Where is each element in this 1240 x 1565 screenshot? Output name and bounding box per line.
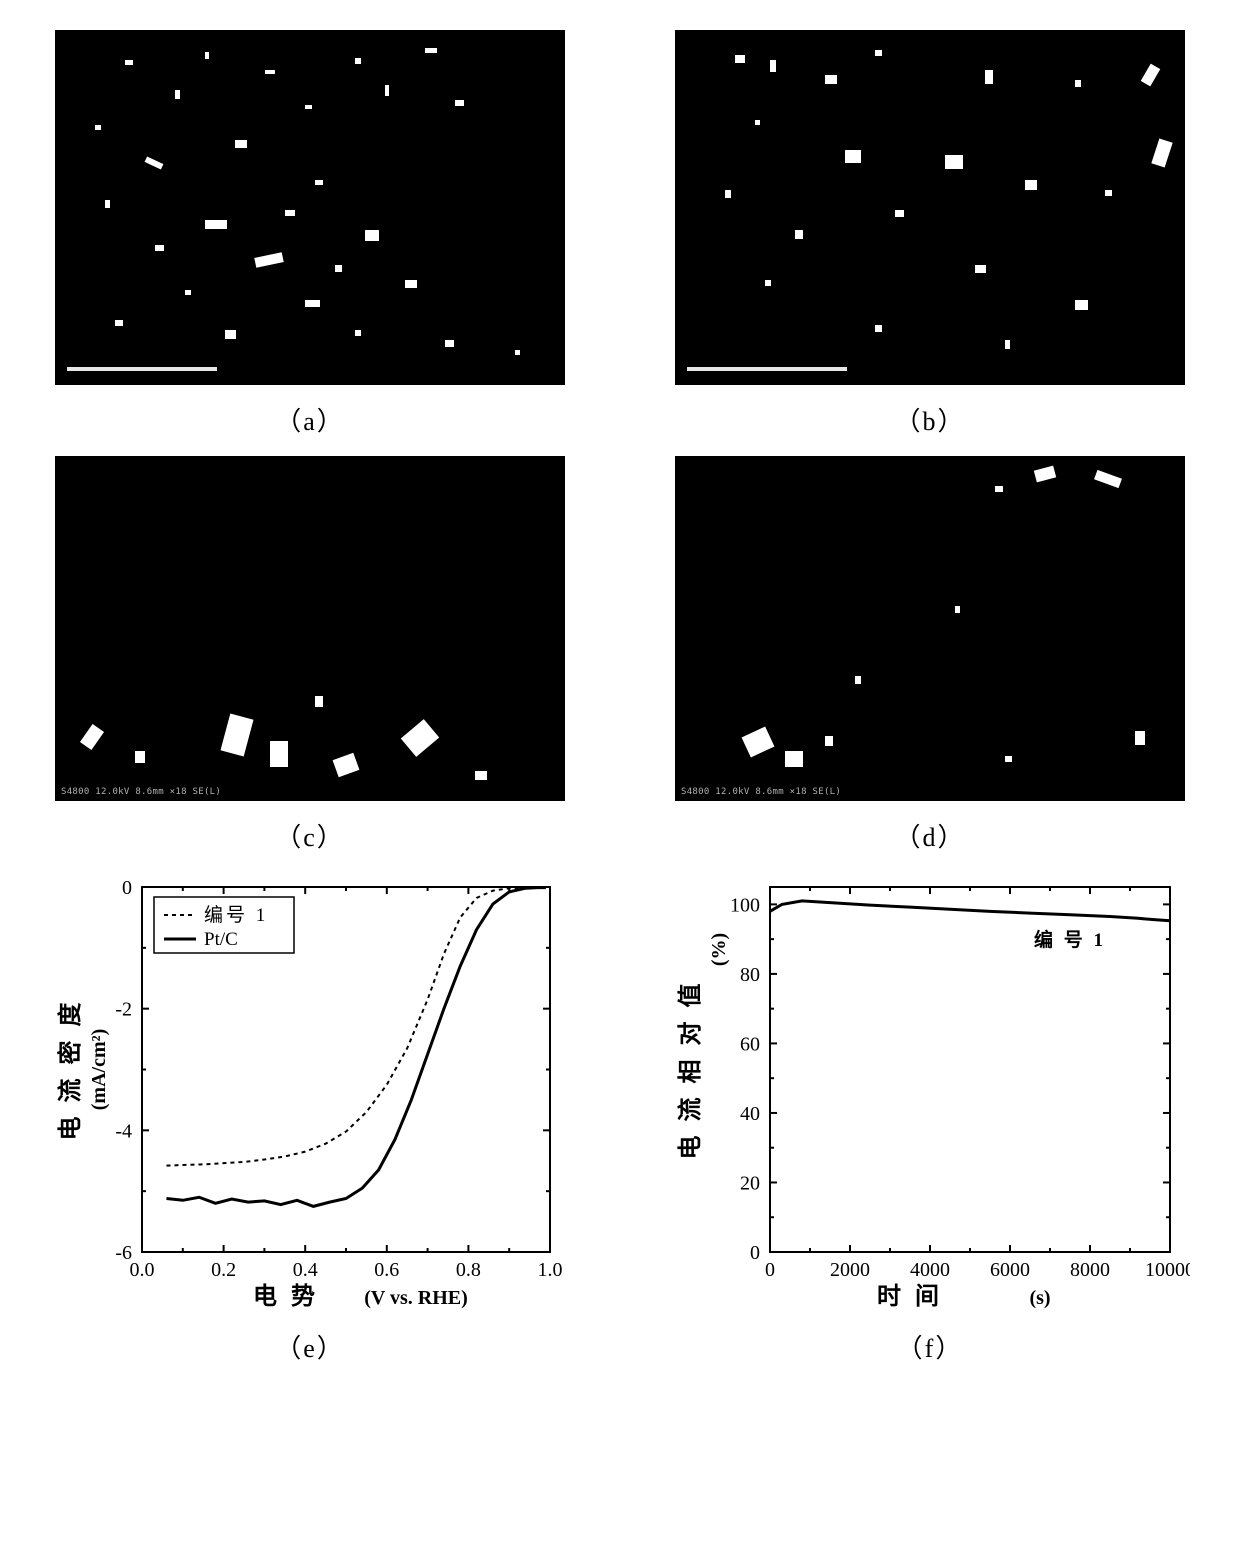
svg-text:编 号 1: 编 号 1 (1034, 928, 1106, 951)
chart-f-svg: 0 2000 4000 6000 8000 10000 0 20 40 60 80 100 时 间 (s)… (670, 872, 1190, 1312)
chart-f: 0 2000 4000 6000 8000 10000 0 20 40 60 80 100 时 间 (s)… (670, 872, 1190, 1312)
svg-text:0.6: 0.6 (374, 1259, 399, 1281)
instrument-text-c: S4800 12.0kV 8.6mm ×18 SE(L) (61, 787, 221, 797)
scalebar-b (687, 367, 847, 371)
svg-text:Pt/C: Pt/C (204, 929, 238, 950)
sem-image-a (55, 30, 565, 385)
panel-label-c: （c） (275, 817, 345, 854)
panel-label-e: （e） (275, 1328, 345, 1365)
svg-text:-2: -2 (115, 999, 132, 1021)
svg-text:4000: 4000 (910, 1259, 950, 1281)
svg-text:(%): (%) (708, 933, 730, 966)
svg-text:0: 0 (750, 1242, 760, 1264)
panel-d: S4800 12.0kV 8.6mm ×18 SE(L) （d） (660, 456, 1200, 854)
panel-b: （b） (660, 30, 1200, 438)
svg-text:10000: 10000 (1145, 1259, 1190, 1281)
panel-e: 0.0 0.2 0.4 0.6 0.8 1.0 -6 -4 -2 0 电 势 (V vs. RHE) 电… (40, 872, 580, 1365)
panel-f: 0 2000 4000 6000 8000 10000 0 20 40 60 80 100 时 间 (s)… (660, 872, 1200, 1365)
svg-text:编号 1: 编号 1 (204, 904, 268, 926)
svg-text:电 流 相 对 值: 电 流 相 对 值 (676, 980, 704, 1160)
svg-text:0.4: 0.4 (293, 1259, 318, 1281)
scalebar-a (67, 367, 217, 371)
panel-c: S4800 12.0kV 8.6mm ×18 SE(L) （c） (40, 456, 580, 854)
panel-label-a: （a） (275, 401, 345, 438)
svg-text:0.8: 0.8 (456, 1259, 481, 1281)
svg-text:(V vs. RHE): (V vs. RHE) (364, 1287, 468, 1309)
sem-image-b (675, 30, 1185, 385)
svg-text:100: 100 (730, 894, 760, 916)
svg-text:2000: 2000 (830, 1259, 870, 1281)
svg-text:0.2: 0.2 (211, 1259, 236, 1281)
svg-text:60: 60 (740, 1033, 760, 1055)
chart-e-svg: 0.0 0.2 0.4 0.6 0.8 1.0 -6 -4 -2 0 电 势 (V vs. RHE) 电… (50, 872, 570, 1312)
svg-text:0: 0 (122, 877, 132, 899)
svg-text:40: 40 (740, 1103, 760, 1125)
svg-text:0.0: 0.0 (130, 1259, 155, 1281)
svg-text:(mA/cm²): (mA/cm²) (88, 1029, 110, 1111)
svg-text:0: 0 (765, 1259, 775, 1281)
svg-text:时 间: 时 间 (877, 1283, 943, 1310)
figure-grid: （a） （b） (40, 30, 1200, 1365)
sem-image-d: S4800 12.0kV 8.6mm ×18 SE(L) (675, 456, 1185, 801)
svg-text:8000: 8000 (1070, 1259, 1110, 1281)
panel-label-f: （f） (897, 1328, 964, 1365)
svg-text:6000: 6000 (990, 1259, 1030, 1281)
svg-text:80: 80 (740, 964, 760, 986)
svg-text:电 势: 电 势 (253, 1283, 319, 1310)
chart-e: 0.0 0.2 0.4 0.6 0.8 1.0 -6 -4 -2 0 电 势 (V vs. RHE) 电… (50, 872, 570, 1312)
panel-label-d: （d） (894, 817, 965, 854)
svg-text:-6: -6 (115, 1242, 132, 1264)
svg-text:1.0: 1.0 (538, 1259, 563, 1281)
svg-text:20: 20 (740, 1172, 760, 1194)
svg-text:电 流 密 度: 电 流 密 度 (56, 999, 84, 1141)
panel-a: （a） (40, 30, 580, 438)
svg-text:-4: -4 (115, 1120, 132, 1142)
instrument-text-d: S4800 12.0kV 8.6mm ×18 SE(L) (681, 787, 841, 797)
sem-image-c: S4800 12.0kV 8.6mm ×18 SE(L) (55, 456, 565, 801)
panel-label-b: （b） (894, 401, 965, 438)
svg-text:(s): (s) (1029, 1287, 1050, 1309)
